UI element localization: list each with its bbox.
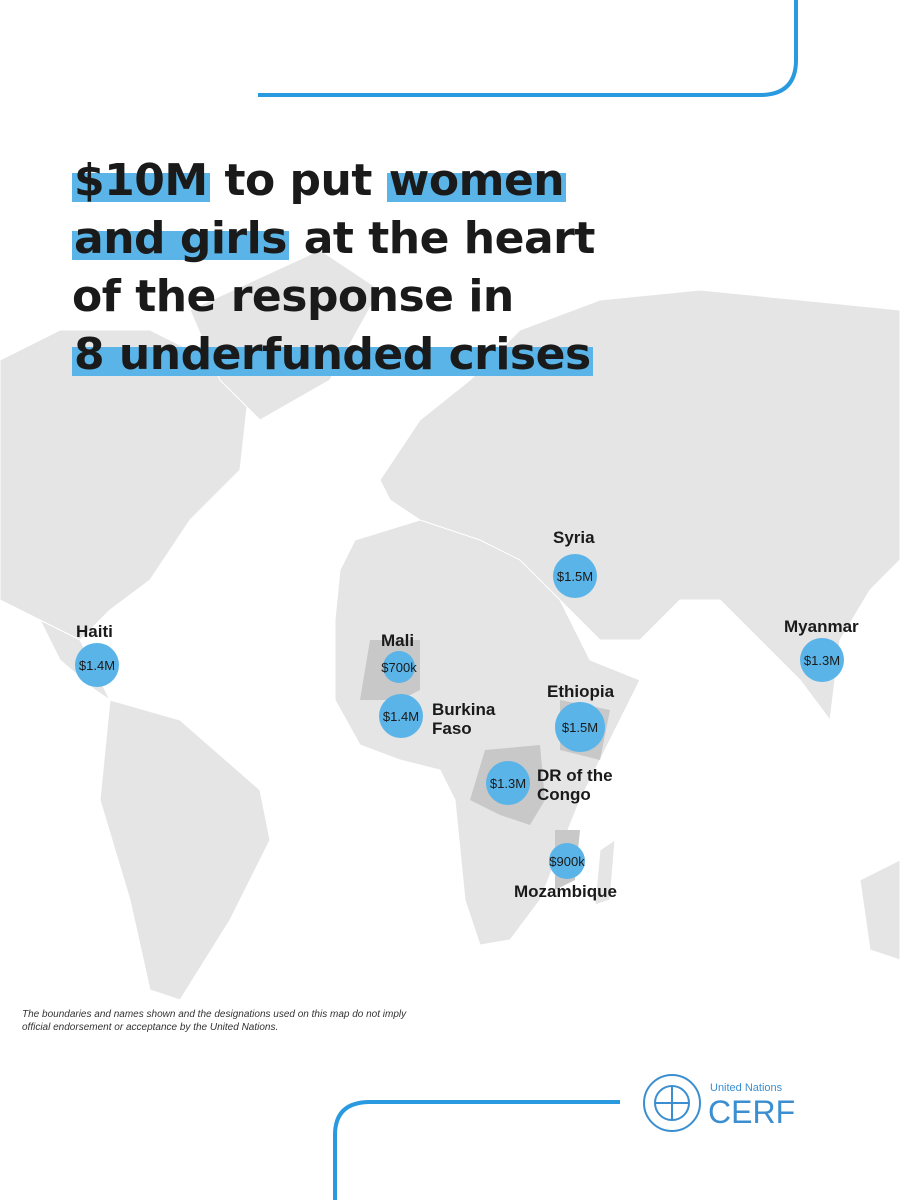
amount-bubble: $900k bbox=[549, 843, 585, 879]
amount-bubble: $1.5M bbox=[553, 554, 597, 598]
south-america bbox=[99, 699, 271, 1001]
crisis-name: Haiti bbox=[76, 622, 113, 641]
headline: $10M to put women and girls at the heart… bbox=[72, 152, 595, 384]
crisis-name: Ethiopia bbox=[547, 682, 615, 701]
headline-highlight: 8 underfunded crises bbox=[72, 329, 593, 380]
amount-bubble: $1.4M bbox=[75, 643, 119, 687]
amount-bubble: $700k bbox=[381, 651, 417, 683]
logo-name: CERF bbox=[708, 1094, 796, 1130]
crisis-name: Myanmar bbox=[784, 617, 859, 636]
amount-bubble: $1.4M bbox=[379, 694, 423, 738]
headline-highlight: $10M bbox=[72, 155, 210, 206]
decor-line bbox=[333, 1100, 620, 1200]
headline-highlight: and girls bbox=[72, 213, 289, 264]
headline-highlight: women bbox=[386, 155, 567, 206]
crisis-name: Mali bbox=[381, 631, 415, 650]
logo-org: United Nations bbox=[710, 1082, 783, 1094]
headline-text: at the heart bbox=[303, 213, 596, 264]
crisis-name: Burkina Faso bbox=[432, 700, 496, 738]
australia bbox=[859, 859, 900, 961]
headline-text: of the response in bbox=[72, 271, 514, 322]
amount-bubble: $1.3M bbox=[800, 638, 844, 682]
madagascar bbox=[594, 839, 616, 906]
un-emblem bbox=[643, 1074, 701, 1132]
headline-text: to put bbox=[224, 155, 372, 206]
crisis-name: DR of the Congo bbox=[537, 766, 613, 804]
crisis-name: Mozambique bbox=[514, 882, 617, 901]
decor-line bbox=[258, 0, 798, 97]
crisis-name: Syria bbox=[553, 528, 595, 547]
eurasia bbox=[379, 289, 900, 722]
amount-bubble: $1.3M bbox=[486, 761, 530, 805]
amount-bubble: $1.5M bbox=[555, 702, 605, 752]
disclaimer: The boundaries and names shown and the d… bbox=[22, 1009, 407, 1033]
